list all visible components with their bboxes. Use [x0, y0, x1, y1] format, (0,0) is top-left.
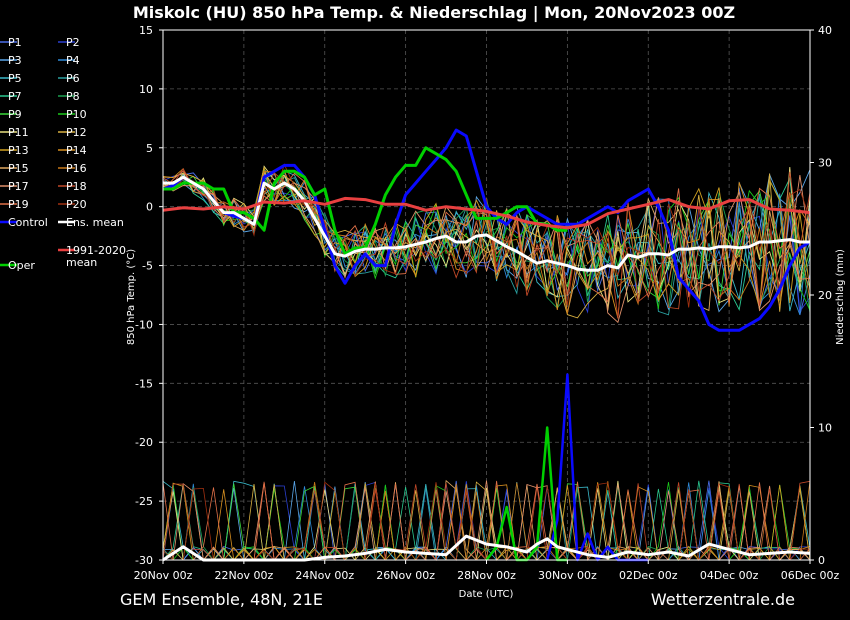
y-tick-label: 5: [146, 142, 153, 155]
y2-tick-label: 10: [818, 422, 832, 435]
y-tick-label: -5: [142, 260, 153, 273]
legend-p1-label: P1: [8, 36, 22, 49]
legend-p5-label: P5: [8, 72, 22, 85]
legend-p4-label: P4: [66, 54, 80, 67]
y-tick-label: -25: [135, 495, 153, 508]
legend-clim-label: 1991-2020: [66, 244, 126, 257]
x-axis: 20Nov 00z 22Nov 00z 24Nov 00z 26Nov 00z 28No…: [134, 560, 840, 582]
main-lines: [162, 128, 811, 562]
legend-control-label: Control: [8, 216, 48, 229]
y2-tick-label: 30: [818, 157, 832, 170]
legend-p15-label: P15: [8, 162, 29, 175]
x-tick-label: 22Nov 00z: [215, 569, 274, 582]
x-tick-label: 20Nov 00z: [134, 569, 193, 582]
x-tick-label: 30Nov 00z: [538, 569, 597, 582]
y2-axis-label: Niederschlag (mm): [835, 249, 846, 345]
legend-p14-label: P14: [66, 144, 87, 157]
legend-p13-label: P13: [8, 144, 29, 157]
legend-p18-label: P18: [66, 180, 87, 193]
x-tick-label: 28Nov 00z: [457, 569, 516, 582]
y-tick-label: -30: [135, 554, 153, 567]
x-axis-label: Date (UTC): [459, 589, 514, 600]
legend-p9-label: P9: [8, 108, 22, 121]
legend-p6-label: P6: [66, 72, 80, 85]
y-tick-label: 10: [139, 83, 153, 96]
y-tick-label: 0: [146, 201, 153, 214]
y2-tick-label: 40: [818, 24, 832, 37]
legend-p11-label: P11: [8, 126, 29, 139]
y-tick-label: -10: [135, 318, 153, 331]
x-tick-label: 04Dec 00z: [700, 569, 759, 582]
legend-p17-label: P17: [8, 180, 29, 193]
legend-clim-label-2: mean: [66, 256, 97, 269]
y-tick-label: 15: [139, 24, 153, 37]
legend-p3-label: P3: [8, 54, 22, 67]
x-tick-label: 24Nov 00z: [295, 569, 354, 582]
footer-source: Wetterzentrale.de: [651, 590, 795, 609]
y-axis-left: 15 10 5 0 -5 -10 -15 -20 -25 -30: [135, 24, 163, 567]
legend-p19-label: P19: [8, 198, 29, 211]
legend-p2-label: P2: [66, 36, 80, 49]
series-1991-2020-mean: [162, 196, 811, 230]
y2-tick-label: 0: [818, 554, 825, 567]
x-tick-label: 02Dec 00z: [619, 569, 678, 582]
member-line-P11: [162, 165, 811, 308]
legend-ens-mean-label: Ens. mean: [66, 216, 124, 229]
legend-p7-label: P7: [8, 90, 22, 103]
member-lines: [162, 163, 811, 324]
legend-oper-label: Oper: [8, 259, 35, 272]
legend-p10-label: P10: [66, 108, 87, 121]
x-tick-label: 06Dec 00z: [781, 569, 840, 582]
footer-model: GEM Ensemble, 48N, 21E: [120, 590, 323, 609]
chart-title: Miskolc (HU) 850 hPa Temp. & Niederschla…: [133, 3, 735, 23]
y-tick-label: -20: [135, 436, 153, 449]
y-axis-right: 40 30 20 10 0: [810, 24, 832, 567]
legend-p20-label: P20: [66, 198, 87, 211]
legend-p8-label: P8: [66, 90, 80, 103]
legend: P1 P2 P3 P4 P5 P6 P7 P8 P9 P10 P11 P12 P13 P14 P15 P16 P…: [0, 36, 126, 272]
legend-p16-label: P16: [66, 162, 87, 175]
legend-p12-label: P12: [66, 126, 87, 139]
y-axis-label: 850 hPa Temp. (°C): [126, 249, 137, 345]
x-tick-label: 26Nov 00z: [376, 569, 435, 582]
series-control: [162, 128, 811, 332]
y2-tick-label: 20: [818, 289, 832, 302]
grid: [162, 29, 811, 561]
series-ens-mean: [163, 175, 810, 272]
y-tick-label: -15: [135, 377, 153, 390]
